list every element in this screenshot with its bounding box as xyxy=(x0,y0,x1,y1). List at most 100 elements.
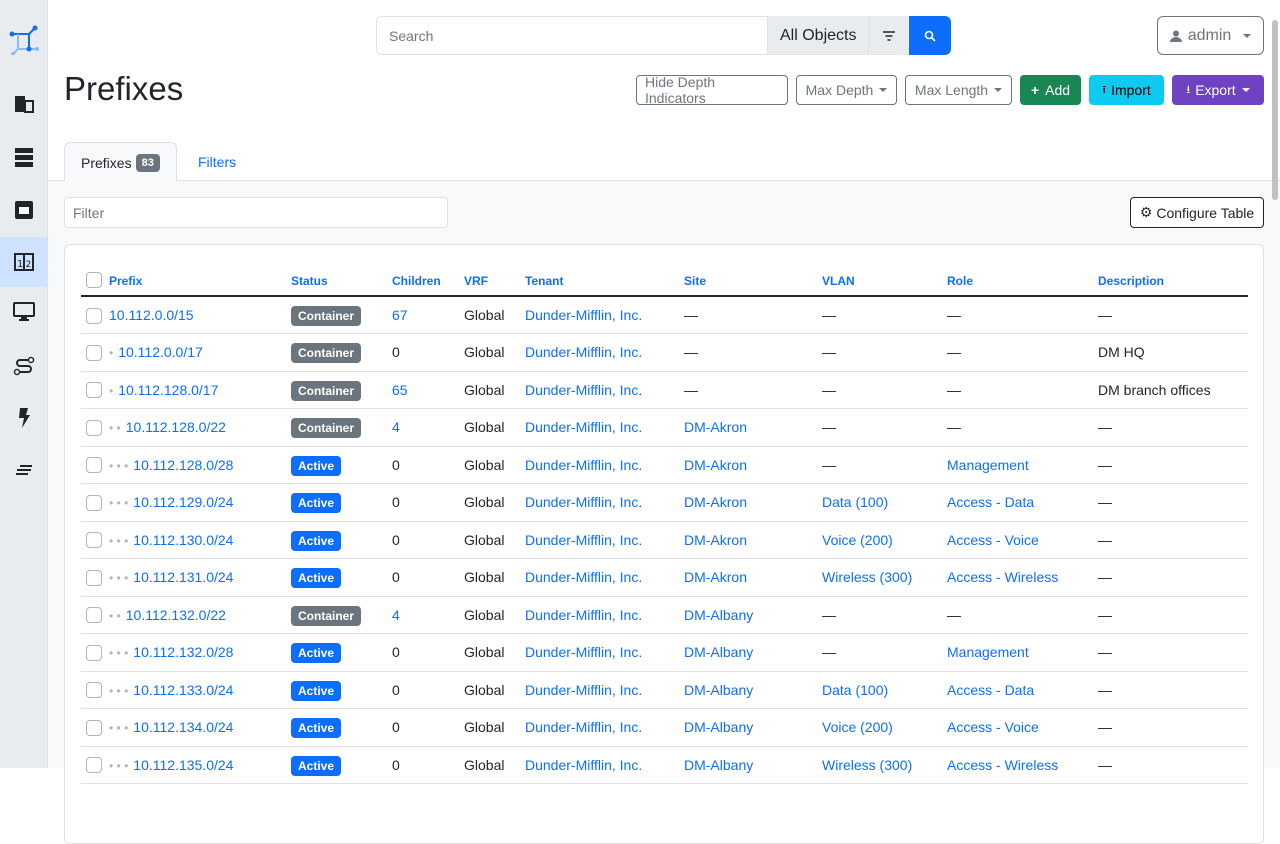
role-link[interactable]: Management xyxy=(947,644,1029,661)
prefix-link[interactable]: 10.112.130.0/24 xyxy=(133,531,234,548)
role-link[interactable]: Access - Data xyxy=(947,681,1035,698)
site-link[interactable]: DM-Akron xyxy=(684,494,748,511)
row-checkbox[interactable] xyxy=(86,457,102,474)
power-icon[interactable] xyxy=(0,393,47,443)
children-link[interactable]: 4 xyxy=(392,419,400,436)
tenant-link[interactable]: Dunder-Mifflin, Inc. xyxy=(525,606,643,623)
virtualization-icon[interactable] xyxy=(0,287,47,337)
row-checkbox[interactable] xyxy=(86,569,102,586)
row-checkbox[interactable] xyxy=(86,382,102,399)
prefix-link[interactable]: 10.112.0.0/17 xyxy=(118,344,203,361)
table-filter-input[interactable] xyxy=(64,197,448,228)
role-link[interactable]: Access - Wireless xyxy=(947,756,1059,773)
row-checkbox[interactable] xyxy=(86,644,102,661)
children-link[interactable]: 4 xyxy=(392,606,400,623)
scrollbar[interactable] xyxy=(1272,20,1278,200)
column-header-vrf[interactable]: VRF xyxy=(464,265,525,297)
column-header-prefix[interactable]: Prefix xyxy=(109,265,291,297)
row-checkbox[interactable] xyxy=(86,494,102,511)
search-button[interactable] xyxy=(909,16,952,55)
tab-prefixes[interactable]: Prefixes 83 xyxy=(64,142,177,182)
role-link[interactable]: Access - Voice xyxy=(947,719,1039,736)
children-link[interactable]: 67 xyxy=(392,307,408,323)
site-link[interactable]: DM-Albany xyxy=(684,681,754,698)
search-filter-button[interactable] xyxy=(869,16,910,55)
prefix-link[interactable]: 10.112.133.0/24 xyxy=(133,681,234,698)
column-header-role[interactable]: Role xyxy=(947,265,1098,297)
vlan-link[interactable]: Data (100) xyxy=(822,681,889,698)
row-checkbox[interactable] xyxy=(86,607,102,624)
export-dropdown[interactable]: ⭳ Export xyxy=(1172,75,1264,105)
role-link[interactable]: Access - Wireless xyxy=(947,569,1059,586)
max-length-dropdown[interactable]: Max Length xyxy=(905,75,1012,105)
vlan-link[interactable]: Voice (200) xyxy=(822,531,893,548)
vlan-link[interactable]: Data (100) xyxy=(822,494,889,511)
tenant-link[interactable]: Dunder-Mifflin, Inc. xyxy=(525,719,643,736)
add-button[interactable]: + Add xyxy=(1020,75,1081,105)
prefix-link[interactable]: 10.112.128.0/22 xyxy=(125,419,226,436)
devices-icon[interactable] xyxy=(0,132,47,182)
user-menu-button[interactable]: admin xyxy=(1157,16,1264,55)
search-input[interactable] xyxy=(376,16,768,55)
tenant-link[interactable]: Dunder-Mifflin, Inc. xyxy=(525,344,643,361)
row-checkbox[interactable] xyxy=(86,682,102,699)
tab-filters[interactable]: Filters xyxy=(198,153,237,170)
hide-depth-indicators-button[interactable]: Hide Depth Indicators xyxy=(636,74,788,106)
site-link[interactable]: DM-Albany xyxy=(684,756,754,773)
tenant-link[interactable]: Dunder-Mifflin, Inc. xyxy=(525,569,643,586)
row-checkbox[interactable] xyxy=(86,344,102,361)
prefix-link[interactable]: 10.112.135.0/24 xyxy=(133,756,234,773)
prefix-link[interactable]: 10.112.128.0/28 xyxy=(133,456,234,473)
site-link[interactable]: DM-Albany xyxy=(684,606,754,623)
netbox-logo-icon[interactable] xyxy=(0,15,47,65)
prefix-link[interactable]: 10.112.132.0/22 xyxy=(125,606,226,623)
circuits-icon[interactable] xyxy=(0,341,47,391)
site-link[interactable]: DM-Albany xyxy=(684,644,754,661)
import-button[interactable]: ⭱ Import xyxy=(1089,75,1164,105)
children-link[interactable]: 65 xyxy=(392,381,408,398)
site-link[interactable]: DM-Akron xyxy=(684,419,748,436)
tenant-link[interactable]: Dunder-Mifflin, Inc. xyxy=(525,531,643,548)
column-header-vlan[interactable]: VLAN xyxy=(822,265,947,297)
tenant-link[interactable]: Dunder-Mifflin, Inc. xyxy=(525,419,643,436)
prefix-link[interactable]: 10.112.131.0/24 xyxy=(133,569,234,586)
prefix-link[interactable]: 10.112.134.0/24 xyxy=(133,719,234,736)
row-checkbox[interactable] xyxy=(86,307,102,324)
tenant-link[interactable]: Dunder-Mifflin, Inc. xyxy=(525,494,643,511)
role-link[interactable]: Access - Voice xyxy=(947,531,1039,548)
column-header-status[interactable]: Status xyxy=(291,265,392,297)
role-link[interactable]: Management xyxy=(947,456,1029,473)
select-all-checkbox[interactable] xyxy=(86,272,102,288)
row-checkbox[interactable] xyxy=(86,719,102,736)
tenant-link[interactable]: Dunder-Mifflin, Inc. xyxy=(525,381,643,398)
vlan-link[interactable]: Wireless (300) xyxy=(822,756,913,773)
connections-icon[interactable] xyxy=(0,185,47,235)
row-checkbox[interactable] xyxy=(86,419,102,436)
prefix-link[interactable]: 10.112.132.0/28 xyxy=(133,644,234,661)
row-checkbox[interactable] xyxy=(86,532,102,549)
column-header-tenant[interactable]: Tenant xyxy=(525,265,684,297)
site-link[interactable]: DM-Akron xyxy=(684,456,748,473)
tenant-link[interactable]: Dunder-Mifflin, Inc. xyxy=(525,681,643,698)
max-depth-dropdown[interactable]: Max Depth xyxy=(796,75,897,105)
site-link[interactable]: DM-Albany xyxy=(684,719,754,736)
other-menu-icon[interactable] xyxy=(0,445,47,495)
organization-icon[interactable] xyxy=(0,79,47,129)
tenant-link[interactable]: Dunder-Mifflin, Inc. xyxy=(525,756,643,773)
tenant-link[interactable]: Dunder-Mifflin, Inc. xyxy=(525,456,643,473)
role-link[interactable]: Access - Data xyxy=(947,494,1035,511)
column-header-children[interactable]: Children xyxy=(392,265,464,297)
tenant-link[interactable]: Dunder-Mifflin, Inc. xyxy=(525,307,643,323)
column-header-description[interactable]: Description xyxy=(1098,265,1248,297)
search-scope-select[interactable]: All Objects xyxy=(768,16,870,55)
row-checkbox[interactable] xyxy=(86,757,102,774)
configure-table-button[interactable]: ⚙ Configure Table xyxy=(1130,197,1264,228)
prefix-link[interactable]: 10.112.0.0/15 xyxy=(109,307,194,323)
vlan-link[interactable]: Voice (200) xyxy=(822,719,893,736)
prefix-link[interactable]: 10.112.129.0/24 xyxy=(133,494,234,511)
tenant-link[interactable]: Dunder-Mifflin, Inc. xyxy=(525,644,643,661)
vlan-link[interactable]: Wireless (300) xyxy=(822,569,913,586)
column-header-site[interactable]: Site xyxy=(684,265,822,297)
prefix-link[interactable]: 10.112.128.0/17 xyxy=(118,381,219,398)
